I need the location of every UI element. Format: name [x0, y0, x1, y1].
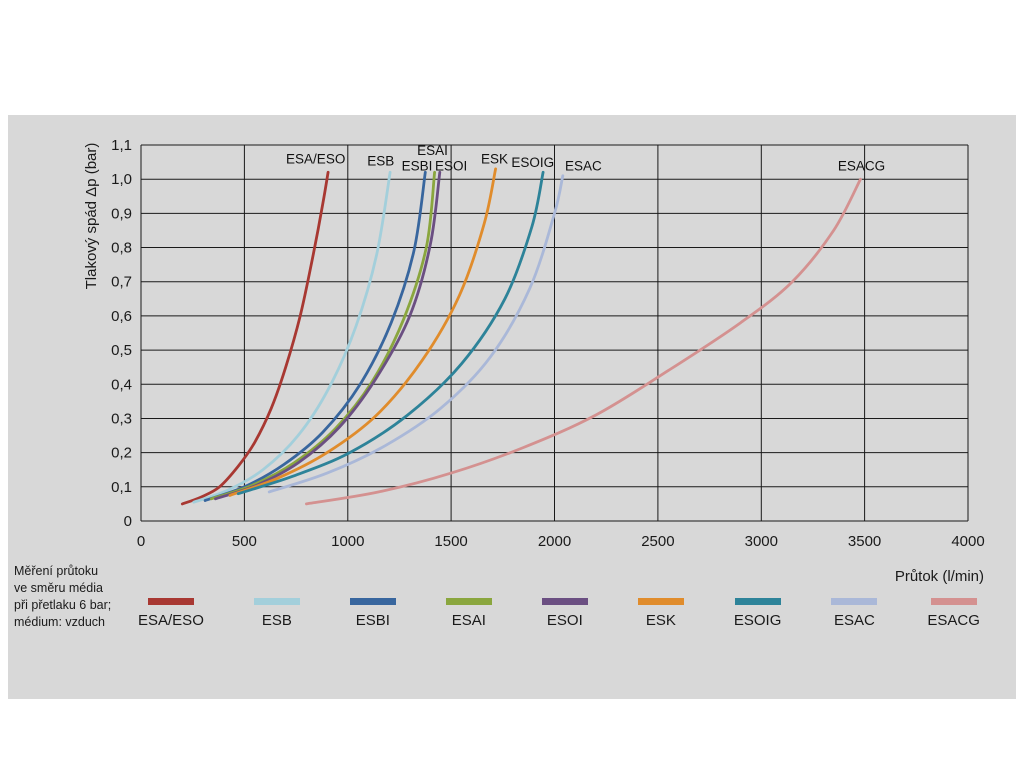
curve-esoi — [214, 170, 442, 501]
legend-item-esk: ESK — [637, 598, 684, 629]
legend-swatch-esk — [637, 598, 684, 605]
curve-esacg — [305, 177, 862, 506]
legend-swatch-esa-eso — [147, 598, 194, 605]
y-tick-label: 0,4 — [111, 376, 132, 393]
legend-label-esa-eso: ESA/ESO — [138, 612, 204, 629]
x-axis-title: Průtok (l/min) — [894, 568, 984, 585]
chart-legend: ESA/ESO ESB ESBI ESAI ESOI ESK ESOIG ESAC ESACG — [138, 598, 980, 629]
legend-label-esoig: ESOIG — [733, 612, 782, 629]
curve-label-esoi: ESOI — [435, 159, 467, 174]
curve-esa-eso — [180, 170, 330, 506]
legend-item-esbi: ESBI — [349, 598, 396, 629]
legend-label-esk: ESK — [645, 612, 676, 629]
legend-swatch-esoi — [541, 598, 588, 605]
footnote-line: Měření průtoku — [14, 564, 99, 578]
legend-label-esoi: ESOI — [546, 612, 583, 629]
x-tick-label: 2500 — [641, 533, 674, 550]
x-tick-label: 3500 — [848, 533, 881, 550]
y-tick-label: 1,1 — [111, 137, 132, 154]
pressure-drop-chart: 0 0,1 0,2 0,3 0,4 0,5 0,6 0,7 0,8 0,9 1,0 1,1 0 500 10… — [83, 137, 985, 550]
legend-item-esac: ESAC — [831, 598, 878, 629]
curve-esac — [267, 174, 565, 494]
legend-item-esai: ESAI — [445, 598, 492, 629]
curve-label-esoig: ESOIG — [511, 155, 554, 170]
curve-label-esacg: ESACG — [838, 159, 885, 174]
curve-esai — [209, 170, 436, 501]
curve-esoig — [236, 170, 545, 496]
curve-label-esac: ESAC — [565, 159, 602, 174]
legend-item-esoig: ESOIG — [733, 598, 782, 629]
y-tick-label: 0 — [124, 513, 132, 530]
curve-label-esb: ESB — [367, 153, 394, 168]
x-tick-label: 2000 — [538, 533, 571, 550]
x-tick-label: 500 — [232, 533, 257, 550]
curve-label-esai: ESAI — [417, 143, 448, 158]
footnote-line: při přetlaku 6 bar; — [14, 598, 112, 612]
legend-swatch-esai — [445, 598, 492, 605]
y-tick-label: 0,2 — [111, 445, 132, 462]
legend-swatch-esb — [253, 598, 300, 605]
y-tick-label: 0,6 — [111, 308, 132, 325]
x-tick-label: 4000 — [951, 533, 984, 550]
legend-label-esacg: ESACG — [927, 612, 980, 629]
x-tick-label: 3000 — [745, 533, 778, 550]
legend-swatch-esbi — [349, 598, 396, 605]
y-tick-label: 1,0 — [111, 171, 132, 188]
x-tick-label: 1500 — [434, 533, 467, 550]
legend-item-esa-eso: ESA/ESO — [138, 598, 204, 629]
y-tick-label: 0,5 — [111, 342, 132, 359]
legend-item-esoi: ESOI — [541, 598, 588, 629]
y-tick-label: 0,3 — [111, 411, 132, 428]
y-tick-label: 0,8 — [111, 240, 132, 257]
legend-label-esac: ESAC — [833, 612, 875, 629]
curve-esk — [228, 167, 497, 497]
footnote-line: médium: vzduch — [14, 615, 106, 629]
curve-esb — [192, 170, 392, 504]
legend-swatch-esac — [831, 598, 878, 605]
legend-item-esacg: ESACG — [927, 598, 980, 629]
curve-label-esa-eso: ESA/ESO — [286, 152, 345, 167]
legend-swatch-esacg — [930, 598, 977, 605]
curve-label-esbi: ESBI — [402, 159, 433, 174]
x-tick-label: 1000 — [331, 533, 364, 550]
legend-item-esb: ESB — [253, 598, 300, 629]
x-tick-label: 0 — [137, 533, 145, 550]
legend-label-esb: ESB — [261, 612, 292, 629]
legend-label-esbi: ESBI — [355, 612, 390, 629]
y-axis-title: Tlakový spád Δp (bar) — [83, 143, 100, 290]
legend-swatch-esoig — [734, 598, 781, 605]
measurement-note: Měření průtoku ve směru média při přetlaku… — [14, 563, 111, 631]
y-tick-label: 0,1 — [111, 479, 132, 496]
curve-label-esk: ESK — [481, 152, 508, 167]
chart-panel: 0 0,1 0,2 0,3 0,4 0,5 0,6 0,7 0,8 0,9 1,0 1,1 0 500 10… — [8, 115, 1016, 699]
y-tick-label: 0,9 — [111, 205, 132, 222]
legend-label-esai: ESAI — [451, 612, 486, 629]
curve-esbi — [203, 170, 427, 502]
footnote-line: ve směru média — [14, 581, 103, 595]
y-tick-label: 0,7 — [111, 274, 132, 291]
